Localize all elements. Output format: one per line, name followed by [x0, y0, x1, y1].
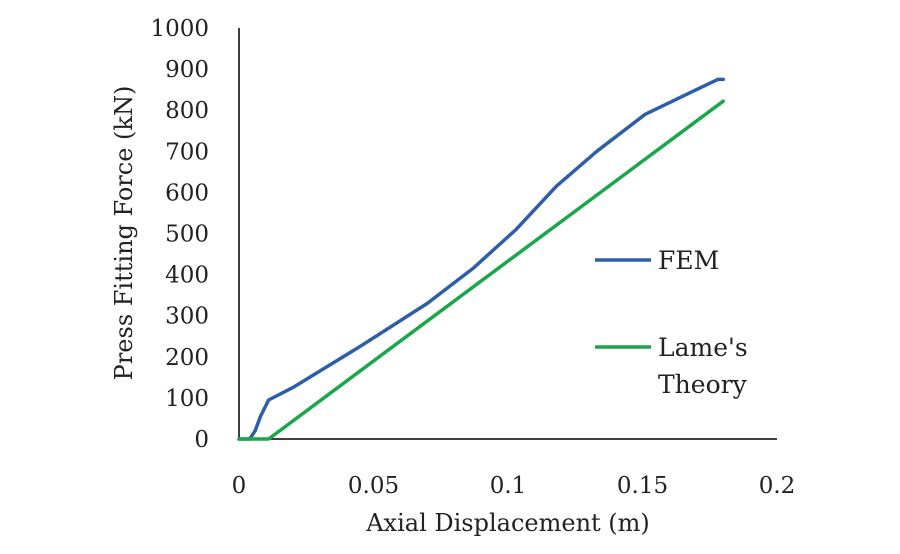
y-tick-label: 200 [165, 345, 209, 371]
y-tick-label: 400 [165, 263, 209, 289]
fem-series-line [237, 77, 725, 441]
y-tick-label: 300 [165, 304, 209, 330]
legend-lame-label: Theory [658, 370, 748, 399]
x-tick-label: 0.05 [348, 473, 399, 499]
legend-fem-label: FEM [658, 246, 719, 275]
y-tick-label: 0 [194, 427, 209, 453]
series-lines [237, 77, 725, 441]
y-axis-title: Press Fitting Force (kN) [110, 86, 138, 381]
y-tick-labels: 0 100 200 300 400 500 600 700 800 900 1000 [150, 16, 209, 453]
x-tick-labels: 0 0.05 0.1 0.15 0.2 [232, 473, 796, 499]
y-tick-label: 500 [165, 222, 209, 248]
x-tick-label: 0.1 [490, 473, 527, 499]
y-tick-label: 800 [165, 98, 209, 124]
x-tick-label: 0 [232, 473, 247, 499]
y-tick-label: 900 [165, 57, 209, 83]
y-tick-label: 1000 [150, 16, 209, 42]
axes [238, 28, 777, 440]
y-tick-label: 700 [165, 139, 209, 165]
lame-theory-series-line [237, 99, 725, 441]
legend-lame-label: Lame's [658, 333, 748, 362]
legend: FEM Lame's Theory [595, 246, 748, 399]
x-tick-label: 0.2 [759, 473, 796, 499]
x-axis-title: Axial Displacement (m) [365, 509, 650, 537]
y-tick-label: 600 [165, 180, 209, 206]
y-tick-label: 100 [165, 386, 209, 412]
x-tick-label: 0.15 [617, 473, 668, 499]
